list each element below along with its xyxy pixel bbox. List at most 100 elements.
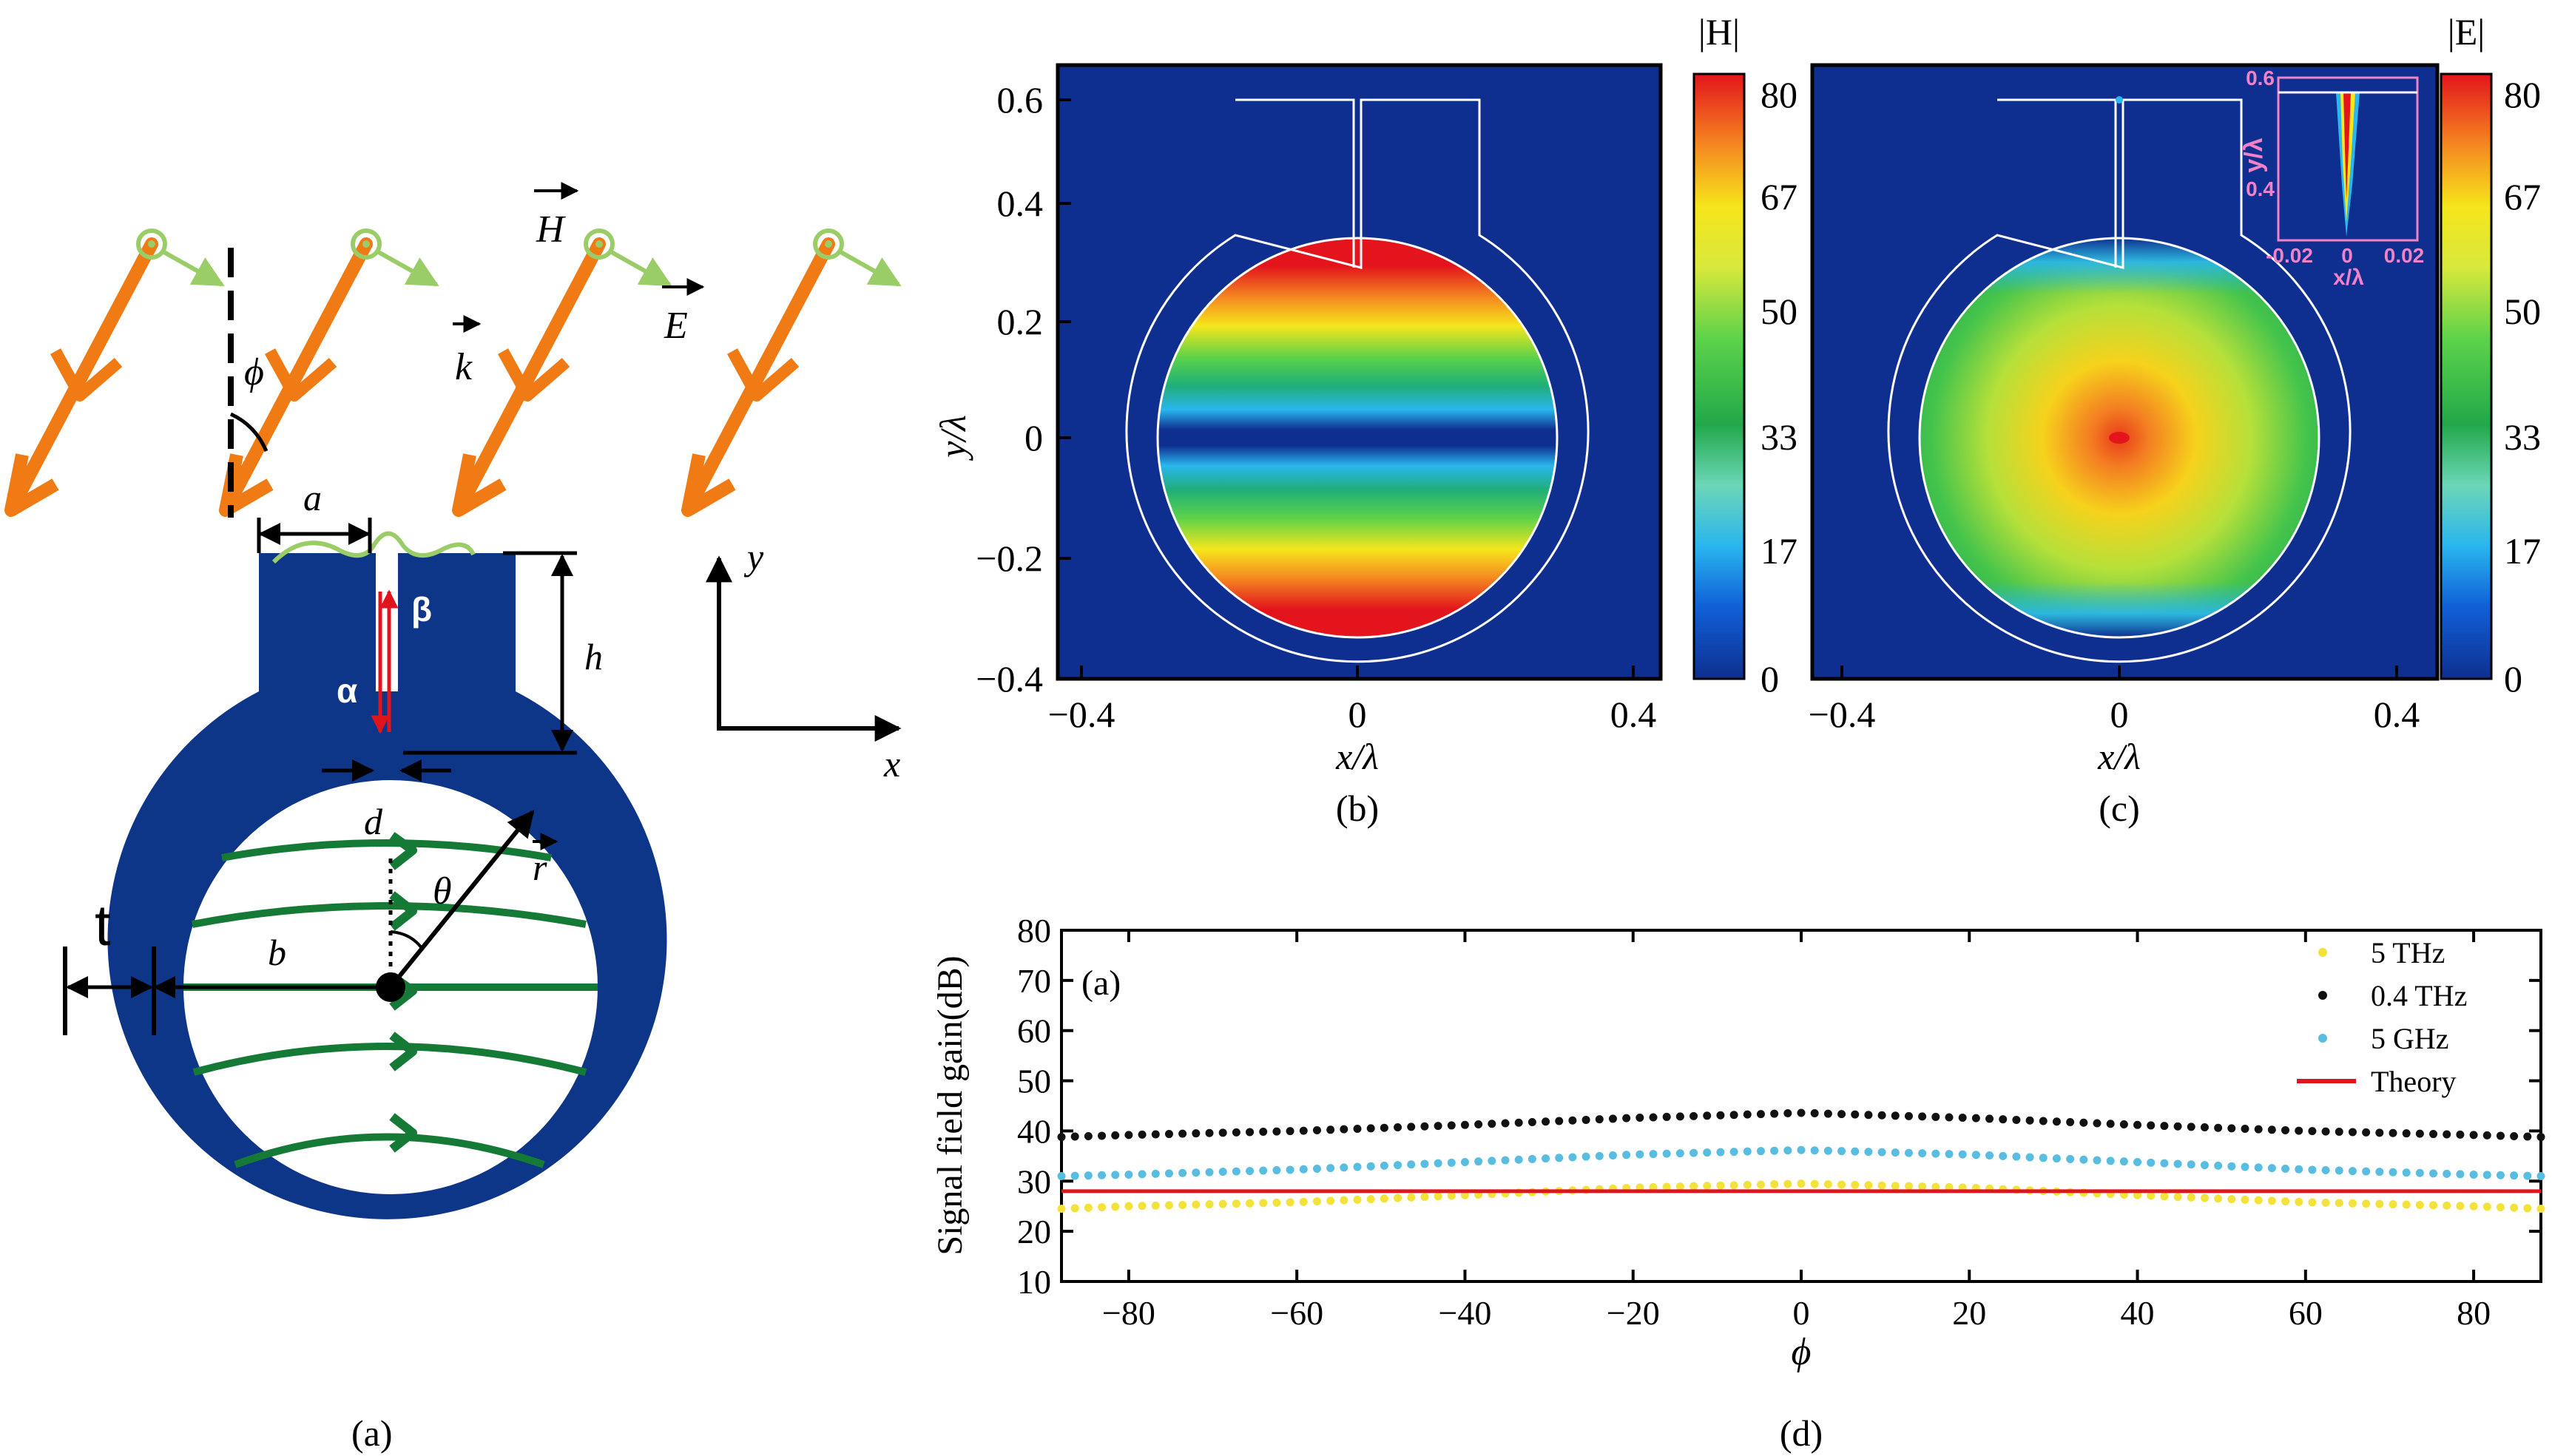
plot-c-x-tick-0: −0.4 [1809, 694, 1876, 735]
data-point-5-ghz [1259, 1166, 1268, 1175]
data-point-0-4-thz [1999, 1115, 2008, 1124]
data-point-5-ghz [2415, 1168, 2424, 1177]
data-point-5-ghz [2160, 1159, 2169, 1168]
data-point-0-4-thz [1353, 1124, 1362, 1133]
data-point-0-4-thz [2025, 1116, 2034, 1125]
plot-b-xaxis-label: x/λ [1335, 736, 1379, 777]
data-point-0-4-thz [1542, 1117, 1550, 1126]
data-point-5-thz [1299, 1197, 1308, 1206]
data-point-0-4-thz [2348, 1128, 2357, 1137]
data-point-5-ghz [2496, 1171, 2505, 1179]
data-point-5-ghz [2429, 1169, 2438, 1178]
data-point-5-ghz [2079, 1155, 2088, 1164]
data-point-5-ghz [1635, 1150, 1644, 1159]
data-point-5-ghz [2039, 1154, 2048, 1162]
x-tick-label: 20 [1952, 1294, 1986, 1332]
data-point-0-4-thz [1770, 1109, 1779, 1118]
data-point-5-thz [2267, 1196, 2276, 1205]
data-point-5-thz [1877, 1181, 1886, 1190]
data-point-5-thz [2348, 1199, 2357, 1208]
data-point-5-thz [2173, 1193, 2182, 1202]
data-point-5-thz [1770, 1180, 1779, 1189]
data-point-5-thz [1675, 1182, 1684, 1191]
data-point-5-thz [1380, 1194, 1388, 1203]
inset-xlabel: x/λ [2333, 265, 2364, 290]
data-point-5-thz [2147, 1191, 2156, 1200]
data-point-5-ghz [1662, 1149, 1671, 1158]
data-point-0-4-thz [1098, 1131, 1107, 1140]
data-point-5-ghz [2308, 1165, 2317, 1174]
data-point-0-4-thz [1743, 1110, 1752, 1119]
plot-b-x-tick-0: −0.4 [1048, 694, 1115, 735]
data-point-5-thz [1218, 1199, 1227, 1208]
data-point-0-4-thz [2335, 1128, 2343, 1137]
data-point-5-thz [1447, 1191, 1456, 1200]
label-b: b [268, 932, 286, 973]
chart-d-xlabel: ϕ [1792, 1331, 1812, 1373]
radius-r-arrow [388, 810, 535, 989]
data-point-0-4-thz [2160, 1122, 2169, 1131]
x-tick-label: 40 [2121, 1294, 2155, 1332]
data-point-0-4-thz [1797, 1108, 1806, 1117]
panel-a: H k E ϕ a h α β d r θ b t y x (a) [4, 182, 902, 1454]
plot-c-disk-outline [1918, 237, 2320, 639]
data-point-5-thz [2321, 1198, 2330, 1207]
data-point-5-ghz [1931, 1149, 1940, 1158]
plot-c-xaxis-label: x/λ [2097, 736, 2141, 777]
data-point-5-ghz [2362, 1167, 2371, 1176]
label-r: r [533, 847, 547, 888]
data-point-5-ghz [2456, 1170, 2465, 1179]
data-point-5-thz [2254, 1196, 2263, 1205]
data-point-0-4-thz [1205, 1128, 1214, 1137]
data-point-0-4-thz [1851, 1110, 1860, 1119]
label-E: E [664, 305, 688, 347]
data-point-5-thz [2295, 1197, 2303, 1206]
data-point-5-thz [2415, 1200, 2424, 1209]
data-point-5-ghz [2106, 1157, 2115, 1165]
label-H: H [536, 209, 566, 251]
data-point-5-thz [2510, 1203, 2519, 1212]
data-point-0-4-thz [2496, 1131, 2505, 1140]
label-k: k [455, 346, 473, 388]
data-point-5-ghz [1675, 1149, 1684, 1158]
data-point-5-ghz [2241, 1162, 2249, 1171]
legend-swatch-0-4-thz [2318, 991, 2327, 1000]
data-point-5-thz [2281, 1197, 2290, 1206]
label-alpha: α [337, 671, 357, 710]
data-point-5-thz [1312, 1197, 1321, 1206]
data-point-0-4-thz [1151, 1130, 1160, 1139]
legend-label-theory: Theory [2371, 1065, 2457, 1098]
panel-d-chart: −80 −60 −40 −20 0 20 40 60 80 10 20 30 40 50 60 70 80 Si… [931, 912, 2545, 1454]
data-point-5-ghz [1394, 1161, 1402, 1170]
data-point-5-thz [2469, 1202, 2478, 1210]
x-tick-label: 60 [2289, 1294, 2323, 1332]
data-point-0-4-thz [1138, 1130, 1147, 1139]
data-point-0-4-thz [1675, 1112, 1684, 1121]
data-point-5-ghz [2510, 1171, 2519, 1180]
data-point-5-thz [2375, 1199, 2384, 1208]
data-point-0-4-thz [1823, 1109, 1832, 1118]
data-point-5-ghz [1985, 1151, 1994, 1160]
data-point-0-4-thz [1447, 1121, 1456, 1130]
data-point-5-thz [1111, 1202, 1120, 1211]
data-point-0-4-thz [1460, 1120, 1469, 1129]
y-tick-label: 10 [1017, 1263, 1051, 1301]
data-point-5-thz [2308, 1198, 2317, 1207]
data-point-0-4-thz [2456, 1130, 2465, 1139]
data-point-5-ghz [1151, 1169, 1160, 1178]
data-point-5-ghz [1743, 1147, 1752, 1156]
data-point-5-thz [2456, 1202, 2465, 1210]
data-point-5-ghz [1407, 1160, 1416, 1169]
plot-b-field-disk [1158, 238, 1557, 637]
data-point-5-ghz [1891, 1148, 1900, 1157]
data-point-5-ghz [1192, 1168, 1201, 1177]
data-point-0-4-thz [1662, 1112, 1671, 1121]
incident-wave-3 [452, 228, 672, 517]
data-point-5-thz [1756, 1180, 1765, 1189]
data-point-5-thz [1434, 1192, 1442, 1201]
data-point-0-4-thz [1931, 1112, 1940, 1121]
data-point-5-ghz [1904, 1148, 1913, 1157]
data-point-5-ghz [1595, 1151, 1604, 1160]
colorbar-c-tick-0: 80 [2504, 74, 2541, 115]
data-point-5-thz [2200, 1193, 2209, 1202]
